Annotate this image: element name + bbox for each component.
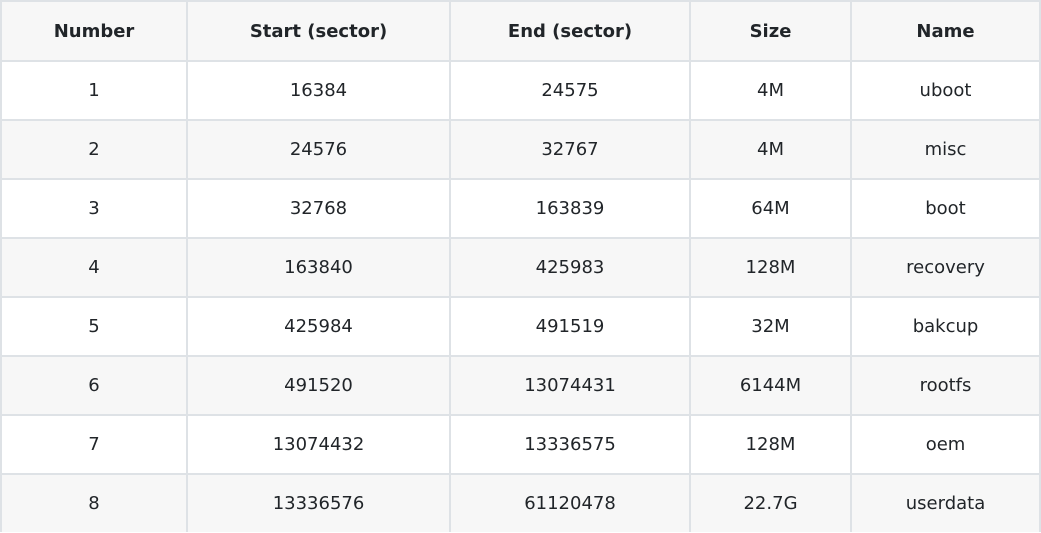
table-row: 5 425984 491519 32M bakcup: [0, 296, 1041, 356]
cell-number: 7: [0, 414, 188, 474]
cell-size: 128M: [689, 237, 852, 297]
table-row: 7 13074432 13336575 128M oem: [0, 414, 1041, 474]
table-row: 8 13336576 61120478 22.7G userdata: [0, 473, 1041, 532]
cell-number: 5: [0, 296, 188, 356]
cell-end: 491519: [449, 296, 691, 356]
cell-size: 64M: [689, 178, 852, 238]
cell-name: bakcup: [850, 296, 1041, 356]
table-row: 4 163840 425983 128M recovery: [0, 237, 1041, 297]
cell-end: 163839: [449, 178, 691, 238]
cell-end: 425983: [449, 237, 691, 297]
header-cell-number: Number: [0, 0, 188, 61]
header-cell-end: End (sector): [449, 0, 691, 61]
header-cell-start: Start (sector): [186, 0, 451, 61]
cell-size: 128M: [689, 414, 852, 474]
cell-name: misc: [850, 119, 1041, 179]
cell-name: rootfs: [850, 355, 1041, 415]
cell-name: boot: [850, 178, 1041, 238]
cell-size: 22.7G: [689, 473, 852, 532]
cell-number: 8: [0, 473, 188, 532]
cell-number: 6: [0, 355, 188, 415]
table-row: 1 16384 24575 4M uboot: [0, 60, 1041, 120]
cell-name: recovery: [850, 237, 1041, 297]
cell-name: userdata: [850, 473, 1041, 532]
cell-name: uboot: [850, 60, 1041, 120]
cell-size: 4M: [689, 119, 852, 179]
table-row: 2 24576 32767 4M misc: [0, 119, 1041, 179]
cell-start: 32768: [186, 178, 451, 238]
cell-end: 61120478: [449, 473, 691, 532]
cell-start: 16384: [186, 60, 451, 120]
cell-end: 13074431: [449, 355, 691, 415]
cell-end: 32767: [449, 119, 691, 179]
cell-start: 13336576: [186, 473, 451, 532]
cell-size: 4M: [689, 60, 852, 120]
header-row: Number Start (sector) End (sector) Size …: [0, 0, 1041, 61]
cell-start: 163840: [186, 237, 451, 297]
cell-number: 4: [0, 237, 188, 297]
cell-start: 13074432: [186, 414, 451, 474]
table-header: Number Start (sector) End (sector) Size …: [0, 0, 1041, 61]
table-row: 3 32768 163839 64M boot: [0, 178, 1041, 238]
cell-end: 13336575: [449, 414, 691, 474]
cell-start: 24576: [186, 119, 451, 179]
cell-start: 491520: [186, 355, 451, 415]
table-row: 6 491520 13074431 6144M rootfs: [0, 355, 1041, 415]
cell-number: 1: [0, 60, 188, 120]
header-cell-name: Name: [850, 0, 1041, 61]
table-body: 1 16384 24575 4M uboot 2 24576 32767 4M …: [0, 60, 1041, 532]
cell-end: 24575: [449, 60, 691, 120]
cell-number: 2: [0, 119, 188, 179]
cell-size: 6144M: [689, 355, 852, 415]
cell-size: 32M: [689, 296, 852, 356]
cell-number: 3: [0, 178, 188, 238]
cell-start: 425984: [186, 296, 451, 356]
cell-name: oem: [850, 414, 1041, 474]
header-cell-size: Size: [689, 0, 852, 61]
